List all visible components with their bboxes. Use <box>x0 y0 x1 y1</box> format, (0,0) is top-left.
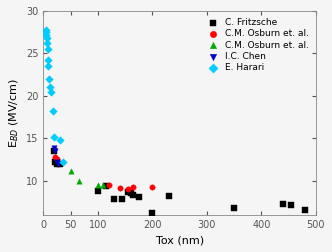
C.M. Osburn et. al. <box>125 187 130 191</box>
C.M. Osburn et. al. <box>95 183 101 187</box>
E. Harari <box>47 85 53 89</box>
I.C. Chen <box>55 162 61 166</box>
C. Fritzsche <box>281 202 286 206</box>
E. Harari <box>43 28 48 32</box>
E. Harari <box>48 89 54 93</box>
Y-axis label: E$_{BD}$ (MV/cm): E$_{BD}$ (MV/cm) <box>7 78 21 148</box>
I.C. Chen <box>54 160 60 164</box>
C. Fritzsche <box>52 149 57 153</box>
C. Fritzsche <box>125 190 130 194</box>
E. Harari <box>45 58 50 62</box>
C. Fritzsche <box>57 162 62 166</box>
C.M. Osburn et. al. <box>53 155 58 159</box>
C.M. Osburn et. al. <box>68 169 73 173</box>
C. Fritzsche <box>128 192 133 196</box>
C. Fritzsche <box>95 189 101 193</box>
C. Fritzsche <box>120 197 125 201</box>
C. Fritzsche <box>54 162 60 166</box>
C.M. Osburn et. al. <box>150 185 155 190</box>
C.M. Osburn et. al. <box>106 183 112 187</box>
E. Harari <box>44 36 49 40</box>
C.M. Osburn et. al. <box>131 185 136 190</box>
E. Harari <box>44 33 49 37</box>
C. Fritzsche <box>302 208 307 212</box>
I.C. Chen <box>53 149 58 153</box>
C.M. Osburn et. al. <box>76 179 82 183</box>
C. Fritzsche <box>136 195 141 199</box>
C. Fritzsche <box>289 203 294 207</box>
I.C. Chen <box>52 146 57 150</box>
E. Harari <box>46 64 51 68</box>
C. Fritzsche <box>104 184 109 188</box>
C. Fritzsche <box>53 160 58 164</box>
C. Fritzsche <box>231 206 237 210</box>
C. Fritzsche <box>112 197 117 201</box>
E. Harari <box>45 47 50 51</box>
C. Fritzsche <box>166 194 171 198</box>
C.M. Osburn et. al. <box>117 186 123 190</box>
E. Harari <box>52 135 57 139</box>
C.M. Osburn et. al. <box>54 158 60 162</box>
Legend: C. Fritzsche, C.M. Osburn et. al., C.M. Osburn et. al., I.C. Chen, E. Harari: C. Fritzsche, C.M. Osburn et. al., C.M. … <box>201 15 311 75</box>
E. Harari <box>57 138 62 142</box>
X-axis label: Tox (nm): Tox (nm) <box>156 235 204 245</box>
E. Harari <box>43 30 49 34</box>
E. Harari <box>44 41 50 45</box>
E. Harari <box>50 109 55 113</box>
E. Harari <box>46 77 51 81</box>
E. Harari <box>60 160 65 164</box>
C.M. Osburn et. al. <box>101 183 106 187</box>
C. Fritzsche <box>131 193 136 197</box>
C. Fritzsche <box>150 211 155 215</box>
